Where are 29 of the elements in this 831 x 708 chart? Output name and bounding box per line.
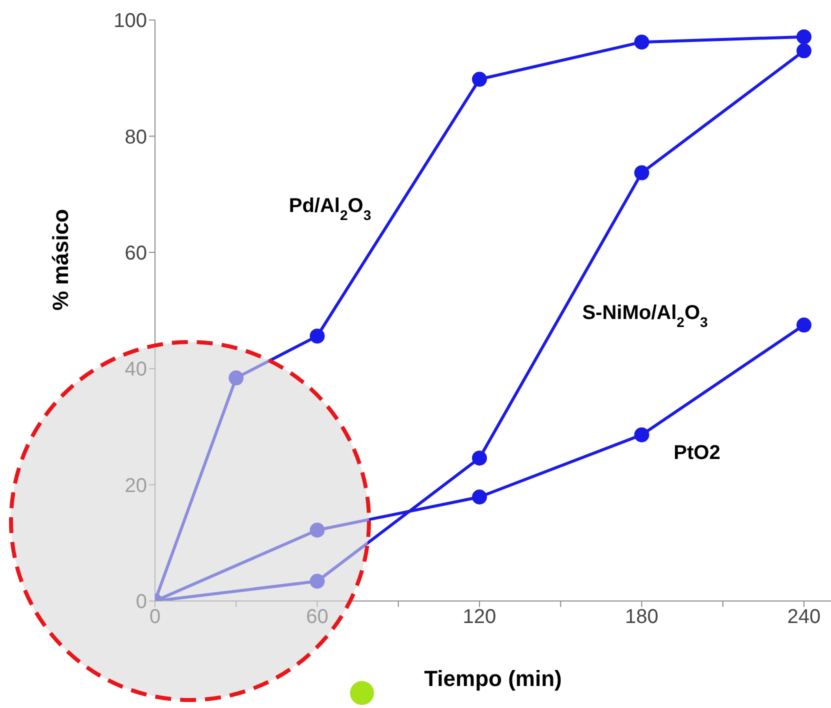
y-axis-title: % másico — [48, 209, 73, 310]
x-axis-title: Tiempo (min) — [424, 666, 562, 691]
x-tick-label: 60 — [306, 606, 328, 628]
y-tick-label: 100 — [114, 10, 147, 32]
point — [310, 328, 325, 344]
y-tick-label: 20 — [124, 474, 147, 497]
point — [634, 34, 650, 50]
point — [228, 370, 244, 386]
series-label: PtO2 — [674, 442, 720, 464]
point — [796, 29, 812, 44]
point — [472, 72, 487, 87]
point — [634, 427, 650, 442]
y-tick-label: 0 — [136, 591, 147, 614]
point — [634, 165, 650, 180]
x-tick-label: 180 — [625, 606, 658, 628]
y-tick-label: 40 — [124, 358, 147, 381]
point — [796, 318, 812, 333]
x-tick-label: 120 — [462, 606, 496, 628]
x-tick-label: 0 — [149, 606, 161, 628]
y-tick-label: 80 — [124, 126, 147, 148]
series-label: S-NiMo/Al$_{2}$O$_{3}$ — [582, 302, 708, 330]
point — [310, 574, 325, 589]
point — [472, 450, 487, 466]
point — [472, 490, 487, 504]
y-tick-label: 60 — [124, 242, 147, 264]
point — [310, 522, 325, 538]
point — [796, 43, 812, 58]
x-tick-label: 240 — [787, 606, 821, 628]
series-label: Pd/Al$_{2}$O$_{3}$ — [288, 195, 372, 223]
